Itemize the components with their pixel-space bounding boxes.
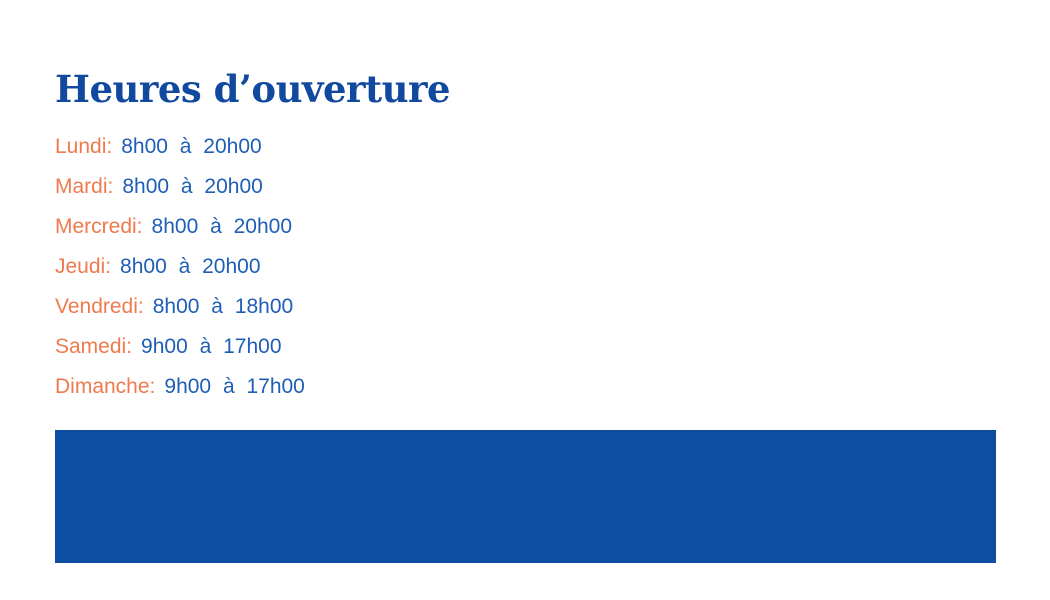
day-label: Mercredi: — [55, 214, 143, 238]
time-value: 9h00 à 17h00 — [164, 374, 305, 398]
day-label: Dimanche: — [55, 374, 156, 398]
hours-row-jeudi: Jeudi: 8h00 à 20h00 — [55, 247, 450, 287]
page-title: Heures d’ouverture — [55, 67, 451, 111]
time-value: 8h00 à 20h00 — [122, 174, 263, 198]
day-label: Jeudi: — [55, 254, 112, 278]
time-value: 8h00 à 20h00 — [120, 254, 261, 278]
hours-row-mardi: Mardi: 8h00 à 20h00 — [55, 167, 450, 207]
time-value: 8h00 à 20h00 — [151, 214, 292, 238]
hours-row-vendredi: Vendredi: 8h00 à 18h00 — [55, 287, 450, 327]
time-value: 8h00 à 18h00 — [152, 294, 294, 318]
hours-row-dimanche: Dimanche: 9h00 à 17h00 — [55, 367, 450, 407]
hours-row-mercredi: Mercredi: 8h00 à 20h00 — [55, 207, 450, 247]
bottom-banner — [55, 430, 996, 563]
time-value: 8h00 à 20h00 — [121, 134, 262, 158]
hours-row-samedi: Samedi: 9h00 à 17h00 — [55, 327, 450, 367]
hours-section: Heures d’ouverture Lundi: 8h00 à 20h00 M… — [55, 0, 451, 407]
time-value: 9h00 à 17h00 — [141, 334, 282, 358]
day-label: Mardi: — [55, 174, 114, 198]
hours-list: Lundi: 8h00 à 20h00 Mardi: 8h00 à 20h00 … — [55, 127, 450, 407]
hours-row-lundi: Lundi: 8h00 à 20h00 — [55, 127, 450, 167]
day-label: Vendredi: — [55, 294, 144, 318]
day-label: Lundi: — [55, 134, 113, 158]
day-label: Samedi: — [55, 334, 133, 358]
